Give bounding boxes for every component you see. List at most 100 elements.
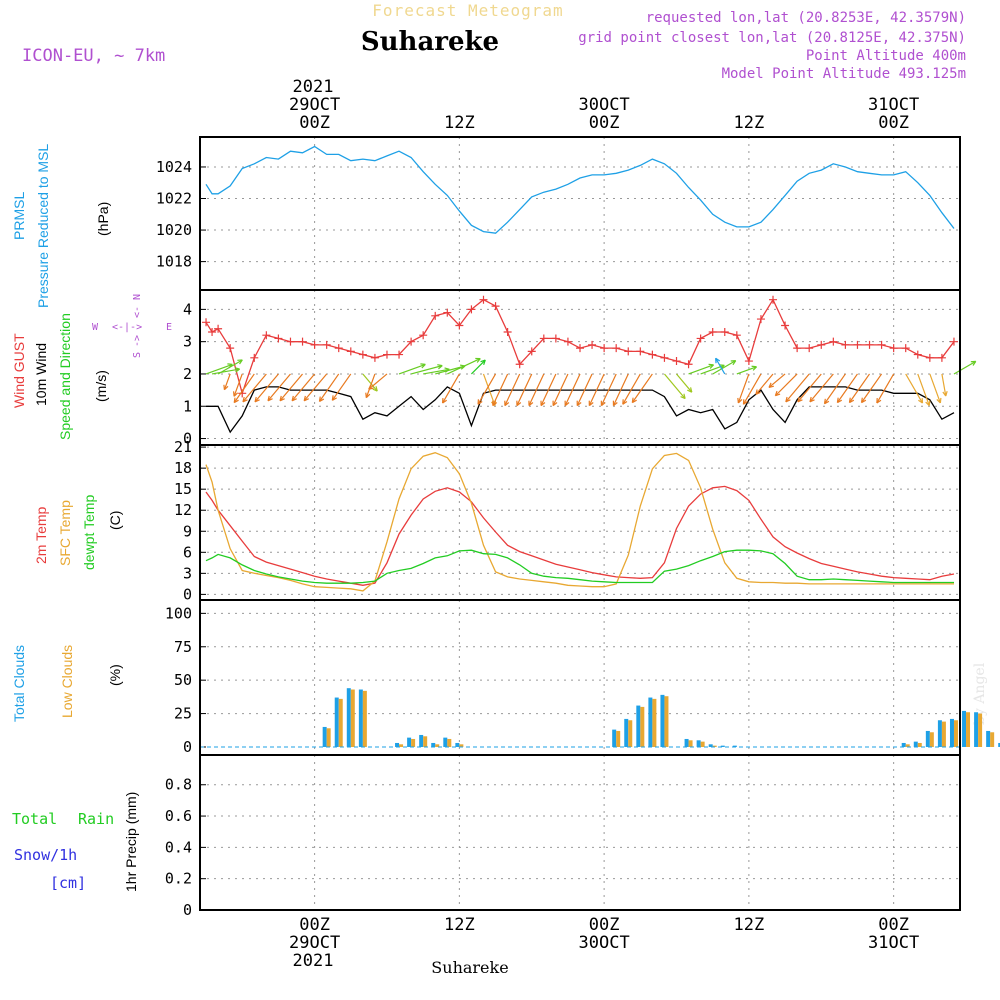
wind-arrow (211, 368, 240, 375)
low-cloud-bar (411, 738, 416, 747)
wind-arrow-head (742, 399, 748, 405)
wind-arrow-head (918, 398, 924, 404)
gust-marker (805, 344, 814, 353)
low-cloud-bar (953, 720, 958, 747)
y-tick-label: 0.2 (165, 870, 192, 888)
wind-arrow-head (475, 357, 481, 363)
temp-label-a: 2m Temp (33, 506, 49, 564)
y-tick-label: 1022 (156, 190, 192, 208)
wind-arrow (540, 373, 557, 406)
low-cloud-bar (326, 728, 331, 747)
top-hour-label: 12Z (444, 113, 475, 133)
gust-marker (949, 337, 958, 346)
top-date-label: 30OCT (579, 95, 630, 115)
low-cloud-bar (616, 730, 621, 747)
wind-arrow (688, 364, 714, 375)
gust-marker (551, 334, 560, 343)
wind-arrow-head (970, 360, 977, 366)
total-cloud-bar (986, 730, 991, 747)
wind-arrow (768, 373, 786, 388)
low-cloud-bar (905, 744, 910, 747)
y-tick-label: 2 (183, 365, 192, 383)
wind-arrow-head (680, 393, 686, 400)
y-tick-label: 9 (183, 522, 192, 540)
wind-arrow-head (708, 363, 714, 369)
gust-marker (841, 340, 850, 349)
wind-arrow-head (612, 400, 618, 407)
wind-arrow-head (848, 397, 855, 404)
y-tick-label: 0 (183, 738, 192, 756)
gust-marker (262, 331, 271, 340)
pressure-unit: (hPa) (95, 202, 111, 236)
gust-marker (793, 344, 802, 353)
wind-arrow (785, 373, 810, 403)
y-tick-label: 0.8 (165, 776, 192, 794)
wind-arrow (331, 373, 352, 401)
bottom-date-label: 29OCT (289, 933, 340, 953)
y-tick-label: 1020 (156, 221, 192, 239)
watermark: by Angel (972, 662, 988, 725)
wind-arrow (953, 360, 977, 375)
gust-marker (250, 353, 259, 362)
gust-marker (298, 337, 307, 346)
compass-s: S (132, 352, 143, 358)
total-cloud-bar (962, 710, 967, 747)
y-tick-label: 1 (183, 397, 192, 415)
wind-arrow (917, 373, 930, 406)
wind-arrow-head (876, 398, 882, 404)
gust-marker (202, 318, 211, 327)
gust-marker (600, 344, 609, 353)
wind-arrow (254, 373, 279, 403)
wind-label-a: Wind GUST (11, 333, 27, 408)
wind-arrow-head (588, 400, 594, 407)
wind-arrow-head (242, 396, 248, 403)
wind-arrow (876, 373, 895, 404)
total-cloud-bar (334, 697, 339, 747)
panel-frame (199, 754, 961, 911)
wind-arrow-head (368, 384, 374, 390)
total-cloud-bar (684, 738, 689, 747)
wind-arrow (303, 373, 328, 402)
compass-n: N (132, 294, 143, 300)
gust-marker (660, 353, 669, 362)
wind-arrow (836, 373, 858, 403)
wind-arrow (676, 373, 693, 393)
wind-arrow-head (576, 400, 582, 407)
wind-arrow-head (809, 396, 815, 403)
bottom-hour-label: 12Z (734, 915, 765, 935)
wind-arrow (362, 373, 378, 392)
wind-arrow-head (836, 397, 843, 404)
gust-marker (539, 334, 548, 343)
gust-marker (672, 357, 681, 366)
top-hour-label: 12Z (734, 113, 765, 133)
wind-arrow (712, 360, 737, 375)
wind-arrow (588, 373, 605, 406)
top-hour-label: 00Z (589, 113, 620, 133)
wind-arrow (552, 373, 569, 406)
wind-arrow-head (420, 363, 426, 369)
wind-arrow (368, 373, 388, 390)
y-tick-label: 1024 (156, 158, 192, 176)
total-cloud-bar (696, 740, 701, 747)
gust-marker (865, 340, 874, 349)
wind-arrow (742, 373, 762, 405)
precip-rain: Rain (78, 810, 114, 828)
y-tick-label: 3 (183, 564, 192, 582)
panel-frame (199, 289, 961, 446)
y-tick-label: 0 (183, 901, 192, 919)
temp-side-labels: 2m Temp SFC Temp dewpt Temp (C) (33, 495, 123, 570)
wind-arrow (442, 373, 460, 404)
low-cloud-bar (978, 713, 983, 747)
wind-arrow-head (797, 396, 803, 403)
wind-arrow-head (768, 382, 774, 389)
y-tick-label: 12 (174, 501, 192, 519)
wind-arrow-head (600, 400, 606, 407)
wind-arrow (848, 373, 871, 403)
wind-arrow (435, 365, 466, 375)
wind-arrow-head (751, 365, 757, 371)
series-pressure (205, 145, 955, 234)
wind-arrow-head (516, 400, 522, 407)
gust-marker (720, 327, 729, 336)
wind-arrow (755, 373, 774, 395)
gust-marker (588, 340, 597, 349)
